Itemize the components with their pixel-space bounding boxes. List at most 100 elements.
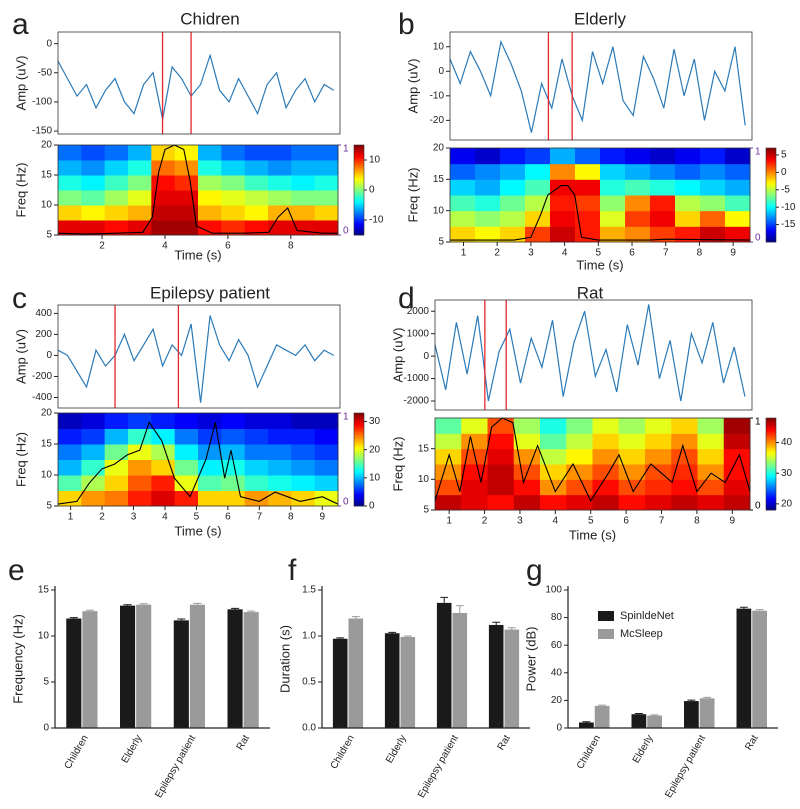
panel-title: Epilepsy patient (150, 283, 270, 302)
heat-cell (314, 413, 339, 429)
heat-cell (291, 205, 316, 221)
heat-cell (151, 459, 176, 476)
colorbar-stripe (354, 480, 364, 484)
heat-cell (128, 459, 152, 476)
heat-cell (450, 148, 476, 165)
x-tick-label: Children (63, 733, 91, 771)
y-tick-label: 1000 (407, 328, 430, 339)
signal-trace (449, 39, 746, 133)
colorbar-stripe (766, 424, 776, 428)
heat-cell (592, 433, 620, 450)
heat-cell (513, 479, 541, 496)
error-bar (492, 621, 501, 625)
heat-cell (592, 448, 620, 465)
y2-tick-label: 0 (755, 501, 761, 512)
error-bar (507, 627, 516, 630)
heat-cell (487, 464, 515, 480)
heat-cell (435, 464, 462, 480)
colorbar-stripe (354, 187, 364, 191)
y-tick-label: 2000 (407, 306, 430, 317)
heat-cell (221, 175, 246, 191)
x-tick-label: 6 (225, 241, 231, 252)
heat-cell (128, 220, 152, 236)
colorbar-stripe (354, 457, 364, 460)
panel-letter: d (398, 282, 415, 315)
colorbar-stripe (766, 183, 776, 186)
y-tick-label: 1.0 (302, 631, 316, 642)
bar (736, 608, 752, 728)
y-tick-label: 0 (46, 38, 52, 49)
heat-cell (450, 226, 476, 243)
colorbar-tick-label: 20 (369, 444, 381, 455)
heat-cell (592, 494, 620, 511)
bar (594, 705, 610, 728)
y-tick-label: -10 (430, 90, 445, 101)
heat-cell (174, 459, 199, 476)
colorbar-stripe (766, 503, 776, 506)
colorbar-stripe (354, 212, 364, 216)
y-tick-label: 15 (418, 443, 430, 454)
bar (488, 624, 504, 728)
heat-cell (487, 433, 515, 450)
heat-cell (268, 190, 292, 206)
heat-cell (697, 479, 725, 496)
y-tick-label: 40 (551, 667, 563, 678)
colorbar-stripe (354, 210, 364, 213)
y-tick-label: 10 (433, 41, 445, 52)
heat-cell (244, 475, 269, 491)
colorbar-stripe (354, 183, 364, 186)
colorbar-stripe (766, 493, 776, 497)
heat-cell (221, 428, 246, 445)
panel-letter: b (398, 8, 415, 41)
colorbar-tick-label: 20 (781, 499, 793, 510)
heat-cell (221, 190, 246, 206)
heat-cell (128, 145, 152, 161)
heat-cell (725, 163, 751, 180)
colorbar-stripe (354, 147, 364, 150)
heat-cell (575, 226, 601, 243)
error-bar (351, 616, 360, 619)
heat-cell (244, 190, 269, 206)
heat-cell (174, 160, 199, 176)
heat-cell (81, 175, 106, 191)
colorbar-stripe (766, 180, 776, 184)
heat-cell (525, 226, 551, 243)
x-tick-label: 8 (697, 248, 703, 259)
heat-cell (645, 433, 672, 450)
colorbar-stripe (766, 420, 776, 423)
axes (567, 586, 778, 729)
colorbar-stripe (766, 218, 776, 222)
heat-cell (198, 190, 222, 206)
heat-cell (291, 160, 316, 176)
colorbar-stripe (766, 239, 776, 243)
y2-tick-label: 1 (755, 147, 761, 158)
colorbar-stripe (354, 199, 364, 202)
plot-frame (57, 304, 341, 409)
colorbar-stripe (354, 221, 364, 225)
error-bar (247, 610, 256, 613)
colorbar-stripe (766, 489, 776, 492)
heat-cell (500, 195, 526, 212)
heat-cell (723, 433, 751, 450)
heat-cell (600, 148, 626, 165)
bar (136, 604, 152, 728)
bar (243, 612, 259, 728)
heat-cell (700, 148, 726, 165)
heat-cell (128, 205, 152, 221)
colorbar-stripe (766, 457, 776, 460)
colorbar-stripe (354, 422, 364, 426)
heat-cell (174, 444, 199, 460)
plot-frame (57, 144, 339, 236)
heat-cell (618, 464, 646, 480)
x-tick-label: Epilepsy patient (416, 733, 461, 800)
colorbar-stripe (354, 163, 364, 166)
error-bar (440, 596, 449, 603)
signal-trace (57, 53, 335, 120)
heat-cell (645, 448, 672, 465)
heat-cell (58, 444, 82, 460)
heat-cell (291, 490, 316, 507)
heat-cell (700, 210, 726, 227)
heat-cell (314, 220, 339, 236)
colorbar-stripe (766, 473, 776, 476)
bar (120, 605, 136, 728)
